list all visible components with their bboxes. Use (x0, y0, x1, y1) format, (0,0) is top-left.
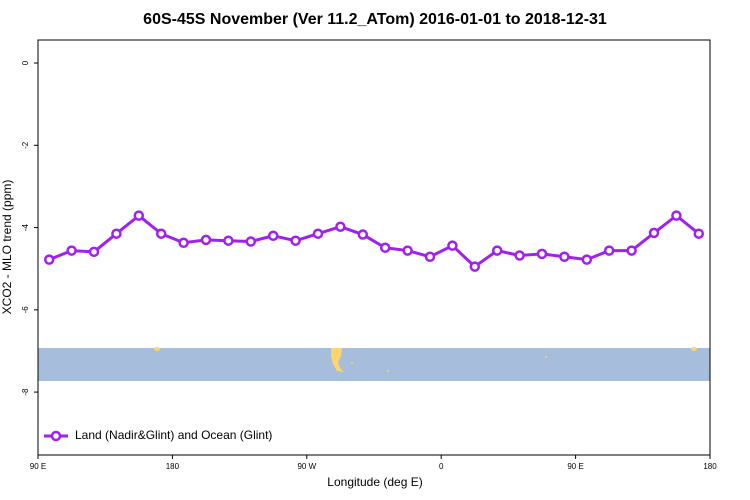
point (43, 254, 55, 265)
point (581, 254, 593, 265)
point (491, 245, 503, 256)
plot-frame (37, 39, 711, 456)
chart-title: 60S-45S November (Ver 11.2_ATom) 2016-01… (143, 11, 607, 28)
y-tick-label: 0 (21, 60, 30, 65)
x-tick-label: 90 E (30, 462, 46, 471)
point (111, 228, 122, 239)
point (155, 228, 167, 239)
point (536, 248, 548, 260)
point (223, 235, 234, 246)
series-line (48, 213, 700, 269)
point (626, 245, 637, 256)
point (648, 227, 660, 239)
point (671, 210, 682, 221)
y-tick-label: -2 (21, 141, 30, 149)
point (178, 237, 189, 249)
point (447, 240, 458, 251)
point (312, 228, 324, 239)
land (691, 347, 697, 351)
point (335, 221, 346, 232)
point (469, 261, 481, 272)
ocean-band (38, 348, 710, 381)
land (331, 348, 344, 372)
x-tick-label: 90 W (297, 462, 316, 471)
legend-label: Land (Nadir&Glint) and Ocean (Glint) (75, 428, 272, 442)
map-strip (38, 347, 710, 381)
point (267, 230, 279, 242)
point (66, 245, 77, 256)
point (402, 245, 413, 256)
legend-marker (50, 430, 62, 442)
land (154, 347, 160, 351)
land (545, 356, 547, 358)
x-tick-label: 90 E (567, 462, 583, 471)
point (559, 251, 570, 263)
point (379, 242, 391, 253)
point (424, 251, 436, 263)
point (603, 245, 615, 256)
y-tick-label: -8 (21, 388, 30, 396)
point (200, 234, 212, 246)
point (357, 229, 369, 240)
x-axis-label: Longitude (deg E) (327, 475, 422, 489)
x-tick-label: 180 (166, 462, 180, 471)
x-tick-label: 180 (703, 462, 717, 471)
point (88, 246, 100, 258)
point (514, 250, 525, 261)
y-tick-label: -6 (21, 306, 30, 314)
point (245, 236, 257, 247)
point (693, 228, 705, 239)
y-axis-label: XCO2 - MLO trend (ppm) (0, 180, 14, 315)
point (290, 235, 301, 246)
land (387, 370, 389, 372)
land (351, 362, 353, 364)
x-tick-label: 0 (439, 462, 444, 471)
y-tick-label: -4 (21, 223, 30, 231)
point (133, 210, 145, 221)
